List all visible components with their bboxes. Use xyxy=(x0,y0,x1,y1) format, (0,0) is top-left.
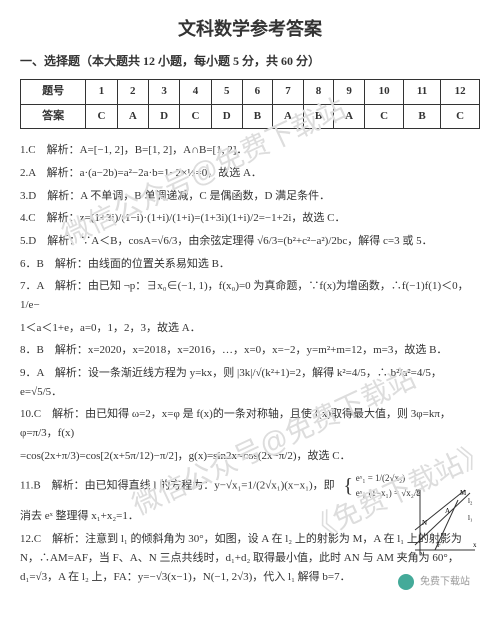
svg-text:y: y xyxy=(416,487,420,495)
eq-line: eˣ₁ = 1/(2√x₂) xyxy=(356,471,421,486)
svg-text:F: F xyxy=(437,541,441,549)
table-cell: 7 xyxy=(272,79,303,104)
geometry-diagram: M A N F l₂ l₁ x y xyxy=(410,485,480,555)
section-heading: 一、选择题（本大题共 12 小题，每小题 5 分，共 60 分） xyxy=(20,52,480,71)
svg-text:M: M xyxy=(460,489,467,497)
table-cell: A xyxy=(333,104,364,129)
table-cell: 3 xyxy=(148,79,179,104)
table-cell: 11 xyxy=(403,79,440,104)
table-cell: C xyxy=(180,104,211,129)
table-row: 答案CADCDBABACBC xyxy=(21,104,480,129)
table-cell: C xyxy=(86,104,117,129)
table-row: 题号123456789101112 xyxy=(21,79,480,104)
table-cell: 9 xyxy=(333,79,364,104)
footer-text: 免费下载站 xyxy=(420,576,470,587)
table-cell: B xyxy=(403,104,440,129)
table-cell: C xyxy=(441,104,480,129)
table-cell: A xyxy=(272,104,303,129)
table-cell: 8 xyxy=(304,79,334,104)
table-cell: 6 xyxy=(242,79,272,104)
solution-text: 9．A 解析：设一条渐近线方程为 y=kx，则 |3k|/√(k²+1)=2，解… xyxy=(20,364,480,401)
table-cell: 题号 xyxy=(21,79,86,104)
answer-table: 题号123456789101112 答案CADCDBABACBC xyxy=(20,79,480,129)
table-cell: C xyxy=(365,104,404,129)
table-cell: 12 xyxy=(441,79,480,104)
svg-text:x: x xyxy=(473,541,477,549)
table-cell: B xyxy=(242,104,272,129)
table-cell: 4 xyxy=(180,79,211,104)
table-cell: 答案 xyxy=(21,104,86,129)
table-cell: B xyxy=(304,104,334,129)
table-cell: D xyxy=(148,104,179,129)
table-cell: 2 xyxy=(117,79,148,104)
svg-text:l₂: l₂ xyxy=(468,497,473,505)
solution-text: 1＜a＜1+e，a=0，1，2，3，故选 A． xyxy=(20,319,480,338)
svg-text:l₁: l₁ xyxy=(468,514,472,522)
table-cell: A xyxy=(117,104,148,129)
logo-icon xyxy=(398,574,414,590)
solution-text: 10.C 解析：由已知得 ω=2，x=φ 是 f(x)的一条对称轴，且使 f(x… xyxy=(20,405,480,442)
footer: 免费下载站 xyxy=(398,574,471,590)
solution-text: 3.D 解析：A 不单调，B 单调递减，C 是偶函数，D 满足条件． xyxy=(20,187,480,206)
svg-text:A: A xyxy=(445,507,450,515)
page-title: 文科数学参考答案 xyxy=(20,15,480,44)
solution-text: 2.A 解析：a·(a−2b)=a²−2a·b=1−2×½=0，故选 A． xyxy=(20,164,480,183)
table-cell: 5 xyxy=(211,79,242,104)
solution-text: 1.C 解析：A=[−1, 2]，B=[1, 2]，A∩B=[1, 2]． xyxy=(20,141,480,160)
solution-text: 5.D 解析：∵A＜B，cosA=√6/3，由余弦定理得 √6/3=(b²+c²… xyxy=(20,232,480,251)
solution-text: 4.C 解析：z=(1+3i)/(1−i)·(1+i)/(1+i)=(1+3i)… xyxy=(20,209,480,228)
solution-text: 6．B 解析：由线面的位置关系易知选 B． xyxy=(20,255,480,274)
table-cell: 1 xyxy=(86,79,117,104)
solution-text: =cos(2x+π/3)=cos[2(x+5π/12)−π/2]，g(x)=si… xyxy=(20,447,480,466)
svg-text:N: N xyxy=(422,519,427,527)
table-cell: 10 xyxy=(365,79,404,104)
table-cell: D xyxy=(211,104,242,129)
solution-text: 8．B 解析：x=2020，x=2018，x=2016，…，x=0，x=−2，y… xyxy=(20,341,480,360)
solution-text: 7．A 解析：由已知 ¬p：∃x₀∈(−1, 1)，f(x₀)=0 为真命题，∵… xyxy=(20,277,480,314)
